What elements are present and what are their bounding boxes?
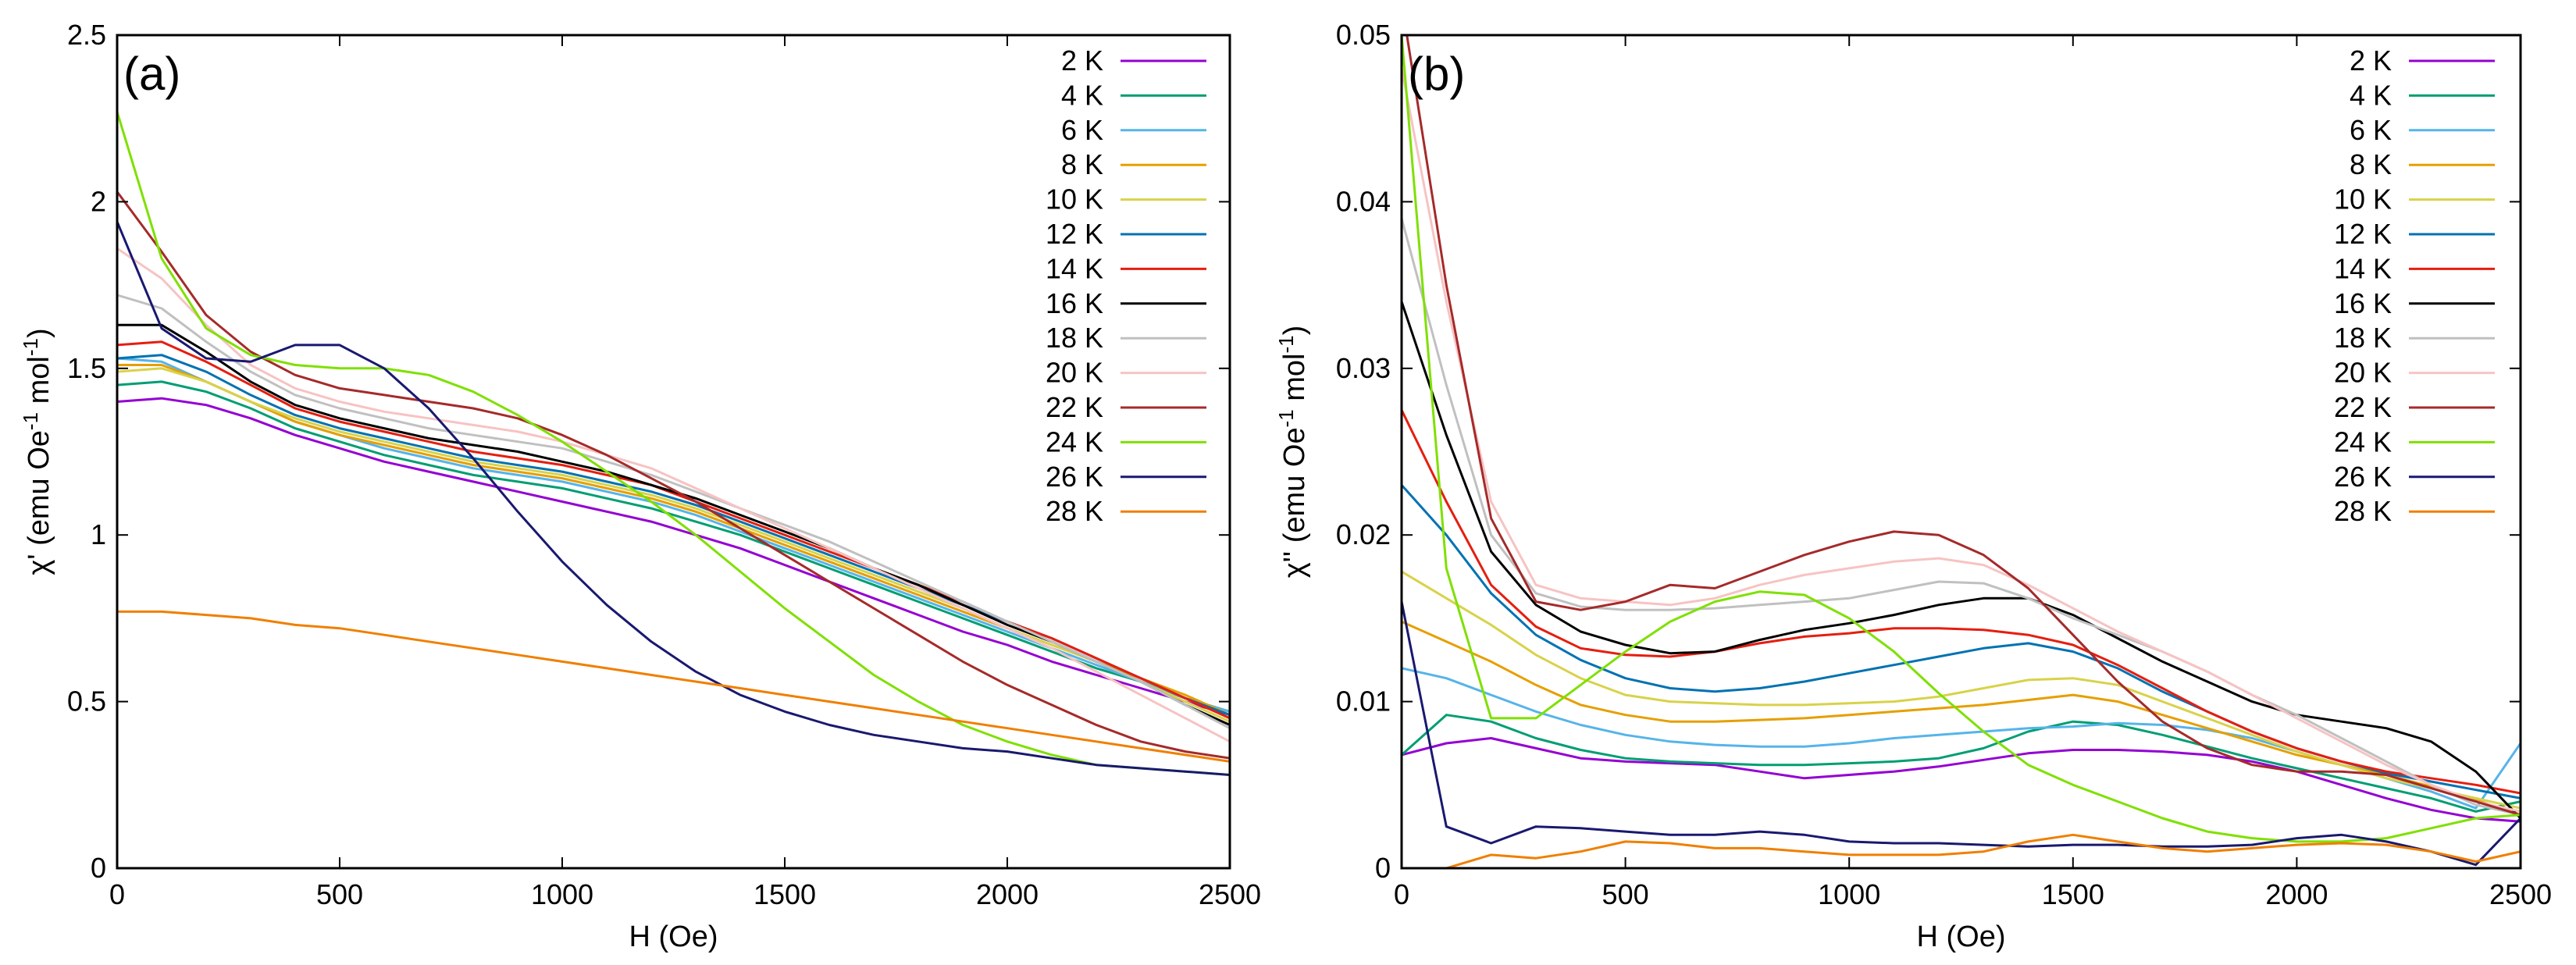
- legend-label: 12 K: [2334, 218, 2392, 250]
- series-line-24k: [1402, 35, 2521, 843]
- y-axis-label: χ' (emu Oe-1 mol-1): [19, 328, 55, 575]
- x-tick-label: 0: [109, 878, 125, 910]
- legend-label: 6 K: [1061, 114, 1103, 146]
- y-axis-label: χ'' (emu Oe-1 mol-1): [1274, 326, 1311, 579]
- series-line-18k: [1402, 217, 2521, 817]
- y-tick-label: 1.5: [67, 352, 106, 384]
- x-tick-label: 2500: [1199, 878, 1261, 910]
- x-axis-label: H (Oe): [1917, 920, 2006, 953]
- x-tick-label: 2000: [976, 878, 1039, 910]
- series-line-4k: [1402, 714, 2521, 813]
- y-tick-label: 0.04: [1336, 185, 1391, 217]
- series-line-28k: [117, 610, 1230, 763]
- legend-label: 16 K: [2334, 287, 2392, 319]
- series-line-22k: [1406, 35, 2521, 817]
- y-tick-label: 0: [1375, 852, 1391, 884]
- x-tick-label: 1500: [754, 878, 816, 910]
- y-tick-label: 0.02: [1336, 518, 1391, 550]
- legend-label: 22 K: [2334, 391, 2392, 423]
- series-line-14k: [1402, 408, 2521, 795]
- legend: 2 K4 K6 K8 K10 K12 K14 K16 K18 K20 K22 K…: [1046, 45, 1206, 527]
- x-tick-label: 2500: [2489, 878, 2552, 910]
- legend-label: 2 K: [2350, 45, 2392, 77]
- legend-label: 8 K: [1061, 148, 1103, 180]
- legend-label: 28 K: [2334, 495, 2392, 527]
- legend-label: 26 K: [1046, 461, 1103, 493]
- series-line-8k: [1402, 620, 2521, 817]
- legend-label: 18 K: [1046, 322, 1103, 354]
- series-line-20k: [1402, 67, 2521, 813]
- series-line-28k: [1442, 833, 2521, 868]
- series-line-26k: [1402, 600, 2521, 867]
- series-group: [117, 110, 1230, 776]
- x-tick-label: 1000: [531, 878, 593, 910]
- legend: 2 K4 K6 K8 K10 K12 K14 K16 K18 K20 K22 K…: [2334, 45, 2495, 527]
- y-tick-label: 0.03: [1336, 352, 1391, 384]
- panel-label: (a): [123, 48, 180, 100]
- series-group: [1402, 35, 2521, 868]
- y-tick-label: 1: [91, 518, 106, 550]
- plot-frame: [1400, 34, 2522, 870]
- x-axis-label: H (Oe): [629, 920, 718, 953]
- legend-label: 20 K: [2334, 357, 2392, 389]
- y-tick-label: 2: [91, 185, 106, 217]
- series-line-10k: [1402, 570, 2521, 810]
- x-tick-label: 1500: [2042, 878, 2104, 910]
- legend-label: 22 K: [1046, 391, 1103, 423]
- legend-label: 10 K: [1046, 183, 1103, 215]
- series-line-22k: [117, 191, 1230, 760]
- y-tick-label: 0.5: [67, 685, 106, 718]
- series-line-26k: [117, 220, 1230, 776]
- legend-label: 24 K: [2334, 426, 2392, 458]
- legend-label: 28 K: [1046, 495, 1103, 527]
- series-line-2k: [117, 397, 1230, 717]
- plot-frame: [116, 34, 1231, 870]
- series-line-4k: [117, 380, 1230, 713]
- legend-label: 18 K: [2334, 322, 2392, 354]
- series-line-16k: [1402, 300, 2521, 820]
- series-line-24k: [117, 110, 1230, 776]
- x-tick-label: 0: [1394, 878, 1409, 910]
- legend-label: 14 K: [2334, 252, 2392, 284]
- legend-label: 8 K: [2350, 148, 2392, 180]
- legend-label: 14 K: [1046, 252, 1103, 284]
- legend-label: 4 K: [1061, 79, 1103, 111]
- legend-label: 4 K: [2350, 79, 2392, 111]
- legend-label: 10 K: [2334, 183, 2392, 215]
- legend-label: 26 K: [2334, 461, 2392, 493]
- legend-label: 24 K: [1046, 426, 1103, 458]
- legend-label: 2 K: [1061, 45, 1103, 77]
- y-tick-label: 2.5: [67, 19, 106, 51]
- legend-label: 20 K: [1046, 357, 1103, 389]
- series-line-10k: [117, 367, 1230, 723]
- legend-label: 6 K: [2350, 114, 2392, 146]
- panel-b: 0 500 1000 1500 2000 2500 0 0.01 0.02 0.03 0.04 0.0…: [1274, 19, 2552, 953]
- panel-label: (b): [1408, 48, 1465, 100]
- y-tick-label: 0.05: [1336, 19, 1391, 51]
- y-tick-label: 0: [91, 852, 106, 884]
- x-tick-label: 500: [1602, 878, 1649, 910]
- legend-label: 12 K: [1046, 218, 1103, 250]
- series-line-2k: [1402, 737, 2521, 823]
- x-tick-label: 1000: [1818, 878, 1880, 910]
- legend-label: 16 K: [1046, 287, 1103, 319]
- series-line-20k: [117, 247, 1230, 743]
- y-tick-label: 0.01: [1336, 685, 1391, 718]
- x-tick-label: 500: [316, 878, 363, 910]
- series-line-14k: [117, 340, 1230, 720]
- x-tick-label: 2000: [2265, 878, 2328, 910]
- panel-a: 0 500 1000 1500 2000 2500 0 0.5 1 1.5 2 2.5 H (Oe) χ'…: [19, 19, 1261, 953]
- series-line-18k: [117, 294, 1230, 730]
